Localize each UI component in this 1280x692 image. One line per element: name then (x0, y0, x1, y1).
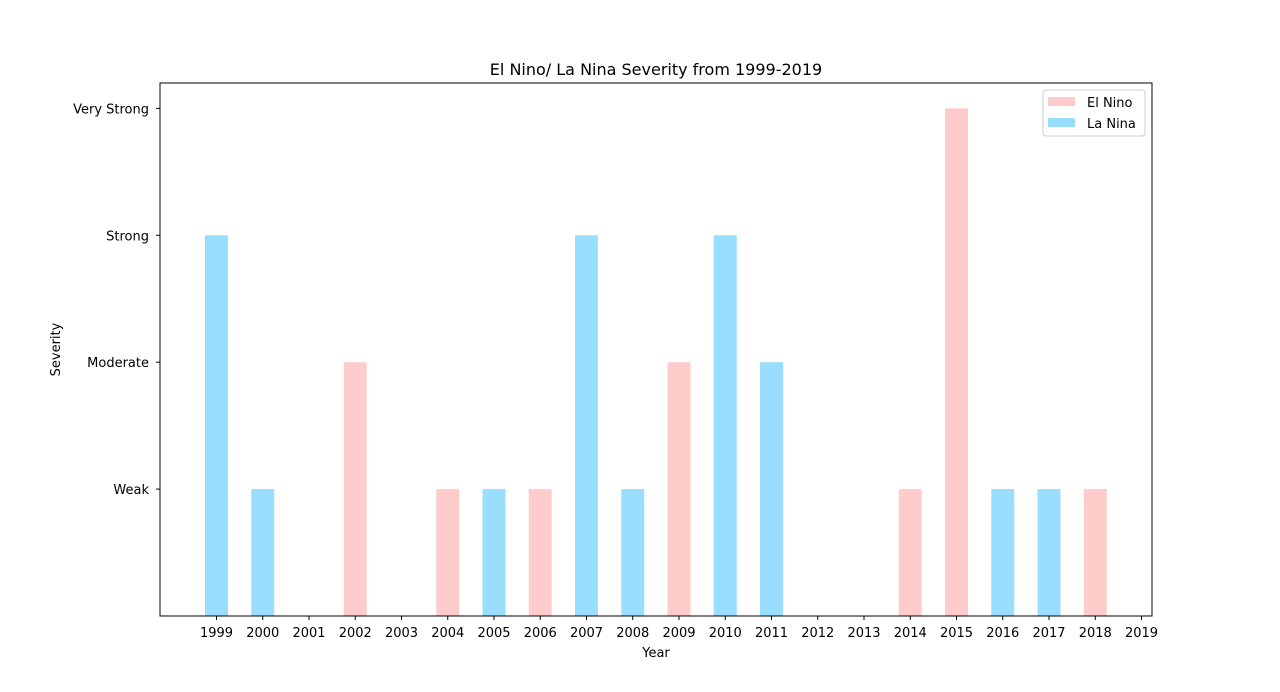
bar-el-nino-2002 (343, 362, 367, 616)
x-tick-label: 2008 (616, 626, 649, 641)
x-axis-label: Year (641, 646, 670, 661)
x-tick-label: 2010 (709, 626, 742, 641)
bar-el-nino-2009 (667, 362, 691, 616)
x-tick-label: 2000 (246, 626, 279, 641)
x-axis-ticks: 1999 2000 2001 2002 2003 2004 2005 2006 2007 2008… (200, 616, 1158, 641)
bars (205, 108, 1107, 617)
x-tick-label: 2007 (570, 626, 603, 641)
x-tick-label: 2006 (524, 626, 557, 641)
x-tick-label: 2011 (755, 626, 788, 641)
x-tick-label: 2012 (801, 626, 834, 641)
x-tick-label: 2013 (847, 626, 880, 641)
x-tick-label: 2002 (339, 626, 372, 641)
bar-el-nino-2014 (898, 489, 922, 616)
x-tick-label: 2019 (1125, 626, 1158, 641)
bar-la-nina-2005 (482, 489, 506, 616)
legend-swatch-el-nino (1048, 97, 1075, 106)
bar-la-nina-2011 (760, 362, 783, 616)
x-tick-label: 2005 (477, 626, 510, 641)
bar-la-nina-1999 (205, 235, 228, 617)
y-tick-label: Weak (113, 483, 149, 498)
x-tick-label: 2014 (894, 626, 927, 641)
legend-swatch-la-nina (1048, 118, 1075, 127)
bar-la-nina-2000 (251, 489, 275, 616)
bar-el-nino-2015 (945, 108, 968, 616)
x-tick-label: 2009 (662, 626, 695, 641)
bar-la-nina-2010 (713, 235, 737, 617)
y-tick-label: Moderate (87, 356, 149, 371)
plot-frame (159, 82, 1153, 617)
bar-la-nina-2007 (575, 235, 598, 617)
bar-la-nina-2017 (1037, 489, 1061, 616)
legend-label-el-nino: El Nino (1087, 96, 1133, 111)
y-tick-label: Strong (106, 229, 149, 244)
y-tick-label: Very Strong (73, 102, 149, 117)
legend: El Nino La Nina (1042, 89, 1146, 137)
bar-la-nina-2008 (621, 489, 645, 616)
x-tick-label: 2016 (986, 626, 1019, 641)
legend-label-la-nina: La Nina (1087, 117, 1136, 132)
bar-el-nino-2018 (1083, 489, 1107, 616)
chart-title: El Nino/ La Nina Severity from 1999-2019 (490, 60, 822, 79)
bar-el-nino-2006 (528, 489, 552, 616)
y-axis-label: Severity (49, 322, 64, 376)
x-tick-label: 2017 (1032, 626, 1065, 641)
bar-la-nina-2016 (991, 489, 1015, 616)
x-tick-label: 2003 (385, 626, 418, 641)
x-tick-label: 2015 (940, 626, 973, 641)
x-tick-label: 1999 (200, 626, 233, 641)
x-tick-label: 2004 (431, 626, 464, 641)
x-tick-label: 2018 (1079, 626, 1112, 641)
y-axis-ticks: Weak Moderate Strong Very Strong (73, 102, 160, 498)
x-tick-label: 2001 (292, 626, 325, 641)
bar-el-nino-2004 (436, 489, 460, 616)
